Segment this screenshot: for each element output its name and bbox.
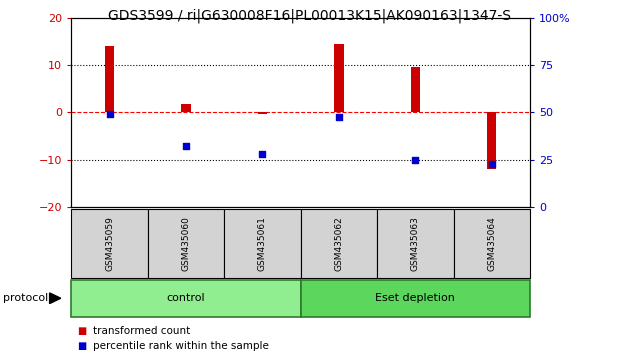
Point: [487, 161, 497, 166]
Text: Eset depletion: Eset depletion: [376, 293, 455, 303]
Text: ■: ■: [78, 341, 87, 351]
Text: GSM435060: GSM435060: [182, 216, 190, 271]
Point: [334, 114, 344, 120]
Text: ■: ■: [78, 326, 87, 336]
Text: GDS3599 / ri|G630008F16|PL00013K15|AK090163|1347-S: GDS3599 / ri|G630008F16|PL00013K15|AK090…: [108, 9, 511, 23]
Text: GSM435061: GSM435061: [258, 216, 267, 271]
Bar: [182, 104, 190, 113]
Text: protocol: protocol: [3, 293, 48, 303]
Point: [410, 157, 420, 162]
Point: [257, 151, 267, 157]
Text: GSM435064: GSM435064: [487, 216, 497, 271]
Text: transformed count: transformed count: [93, 326, 190, 336]
Point: [105, 112, 115, 117]
Point: [181, 144, 191, 149]
Text: GSM435059: GSM435059: [105, 216, 114, 271]
Text: GSM435062: GSM435062: [334, 216, 343, 271]
Bar: [105, 46, 114, 113]
Bar: [334, 44, 343, 113]
Text: GSM435063: GSM435063: [411, 216, 420, 271]
Bar: [258, 113, 267, 114]
Bar: [411, 67, 420, 113]
Bar: [487, 113, 497, 169]
Text: control: control: [167, 293, 205, 303]
Text: percentile rank within the sample: percentile rank within the sample: [93, 341, 269, 351]
